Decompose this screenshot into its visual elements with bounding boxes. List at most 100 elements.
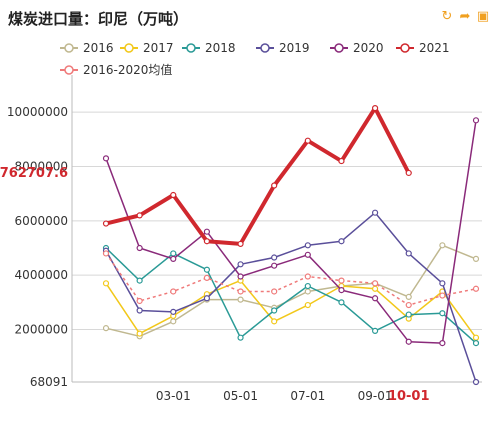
series-line-2016-2020均值 xyxy=(105,252,477,306)
data-point-2016-2020均值 xyxy=(439,292,446,299)
data-point-2019 xyxy=(170,308,177,315)
legend-marker-2021 xyxy=(400,43,410,53)
legend-marker-2016-2020均值 xyxy=(64,65,74,75)
legend-marker-2018 xyxy=(186,43,196,53)
data-point-2016 xyxy=(237,296,244,303)
data-point-2016-2020均值 xyxy=(304,273,311,280)
y-tick-label: 8000000 xyxy=(15,160,68,174)
data-point-2018 xyxy=(405,311,412,318)
data-point-2016 xyxy=(472,255,480,262)
legend-label-2017[interactable]: 2017 xyxy=(143,41,174,55)
highlight-y-label: 7762707.6 xyxy=(0,166,68,181)
data-point-2016-2020均值 xyxy=(472,285,480,292)
legend-label-2018[interactable]: 2018 xyxy=(205,41,236,55)
data-point-2019 xyxy=(371,209,379,216)
y-tick-label: 68091 xyxy=(30,375,68,389)
data-point-2021 xyxy=(338,157,345,165)
data-point-2018 xyxy=(136,277,143,284)
data-point-2021 xyxy=(102,220,110,227)
data-point-2018 xyxy=(472,339,480,347)
data-point-2020 xyxy=(439,339,446,347)
data-point-2020 xyxy=(304,251,311,258)
legend-label-2019[interactable]: 2019 xyxy=(279,41,310,55)
legend-marker-2016 xyxy=(64,43,74,53)
data-point-2019 xyxy=(237,261,244,268)
legend-marker-2019 xyxy=(260,43,270,53)
data-point-2016 xyxy=(405,293,412,301)
data-point-2018 xyxy=(304,282,311,290)
data-point-2021 xyxy=(237,240,244,248)
series-line-2019 xyxy=(105,211,477,383)
data-point-2021 xyxy=(271,182,278,189)
data-point-2020 xyxy=(136,244,143,252)
data-point-2019 xyxy=(472,378,480,386)
data-point-2017 xyxy=(136,330,143,337)
y-tick-label: 10000000 xyxy=(7,105,68,119)
data-point-2016 xyxy=(102,325,110,332)
data-point-2016-2020均值 xyxy=(170,288,177,295)
x-tick-label: 09-01 xyxy=(358,389,393,403)
data-point-2021 xyxy=(371,104,379,112)
data-point-2020 xyxy=(338,287,345,294)
data-point-2016-2020均值 xyxy=(102,250,110,257)
x-tick-label: 07-01 xyxy=(290,389,325,403)
data-point-2018 xyxy=(170,250,177,257)
data-point-2016-2020均值 xyxy=(405,301,412,309)
data-point-2016-2020均值 xyxy=(338,277,345,284)
data-point-2019 xyxy=(136,307,143,314)
legend-marker-2020 xyxy=(334,43,344,53)
highlight-x-label: 10-01 xyxy=(388,389,430,404)
data-point-2016 xyxy=(439,242,446,249)
data-point-2018 xyxy=(439,310,446,317)
chart-title: 煤炭进口量：印尼（万吨） xyxy=(8,10,189,28)
data-point-2020 xyxy=(237,273,244,280)
legend-label-2016[interactable]: 2016 xyxy=(83,41,114,55)
data-point-2018 xyxy=(203,266,211,273)
legend-label-2021[interactable]: 2021 xyxy=(419,41,450,55)
x-tick-label: 03-01 xyxy=(156,389,191,403)
x-tick-label: 05-01 xyxy=(223,389,258,403)
data-point-2019 xyxy=(439,280,446,287)
data-point-2016-2020均值 xyxy=(371,280,379,287)
data-point-2018 xyxy=(237,334,244,341)
data-point-2019 xyxy=(338,238,345,245)
refresh-icon[interactable]: ↻ xyxy=(441,9,453,24)
share-icon[interactable]: ➦ xyxy=(459,9,471,24)
data-point-2017 xyxy=(371,285,379,292)
series-line-2020 xyxy=(105,120,477,344)
chart-toolbar: ↻ ➦ ▣ xyxy=(440,10,490,24)
data-point-2016-2020均值 xyxy=(136,297,143,305)
y-tick-label: 2000000 xyxy=(15,323,68,337)
data-point-2021 xyxy=(170,191,177,199)
save-image-icon[interactable]: ▣ xyxy=(476,9,490,24)
data-point-2017 xyxy=(472,334,480,341)
data-point-2021 xyxy=(304,137,311,144)
data-point-2021 xyxy=(136,212,143,219)
data-point-2020 xyxy=(405,338,412,345)
data-point-2020 xyxy=(102,155,110,162)
data-point-2021 xyxy=(203,238,211,245)
data-point-2016 xyxy=(304,288,311,295)
data-point-2017 xyxy=(304,301,311,309)
data-point-2019 xyxy=(405,250,412,257)
data-point-2020 xyxy=(371,295,379,302)
y-tick-label: 6000000 xyxy=(15,214,68,228)
data-point-2018 xyxy=(371,327,379,334)
data-point-2020 xyxy=(472,117,480,124)
data-point-2016-2020均值 xyxy=(237,288,244,295)
legend-marker-2017 xyxy=(124,43,134,53)
data-point-2019 xyxy=(203,295,211,302)
series-line-2018 xyxy=(105,247,477,344)
data-point-2019 xyxy=(304,242,311,249)
data-point-2019 xyxy=(271,254,278,261)
data-point-2016 xyxy=(170,318,177,325)
data-point-2020 xyxy=(271,262,278,269)
series-line-2016 xyxy=(105,244,477,338)
legend-label-2020[interactable]: 2020 xyxy=(353,41,384,55)
data-point-2021 xyxy=(405,169,412,177)
legend-label-2016-2020均值[interactable]: 2016-2020均值 xyxy=(83,62,172,77)
data-point-2018 xyxy=(338,299,345,306)
y-tick-label: 4000000 xyxy=(15,268,68,282)
